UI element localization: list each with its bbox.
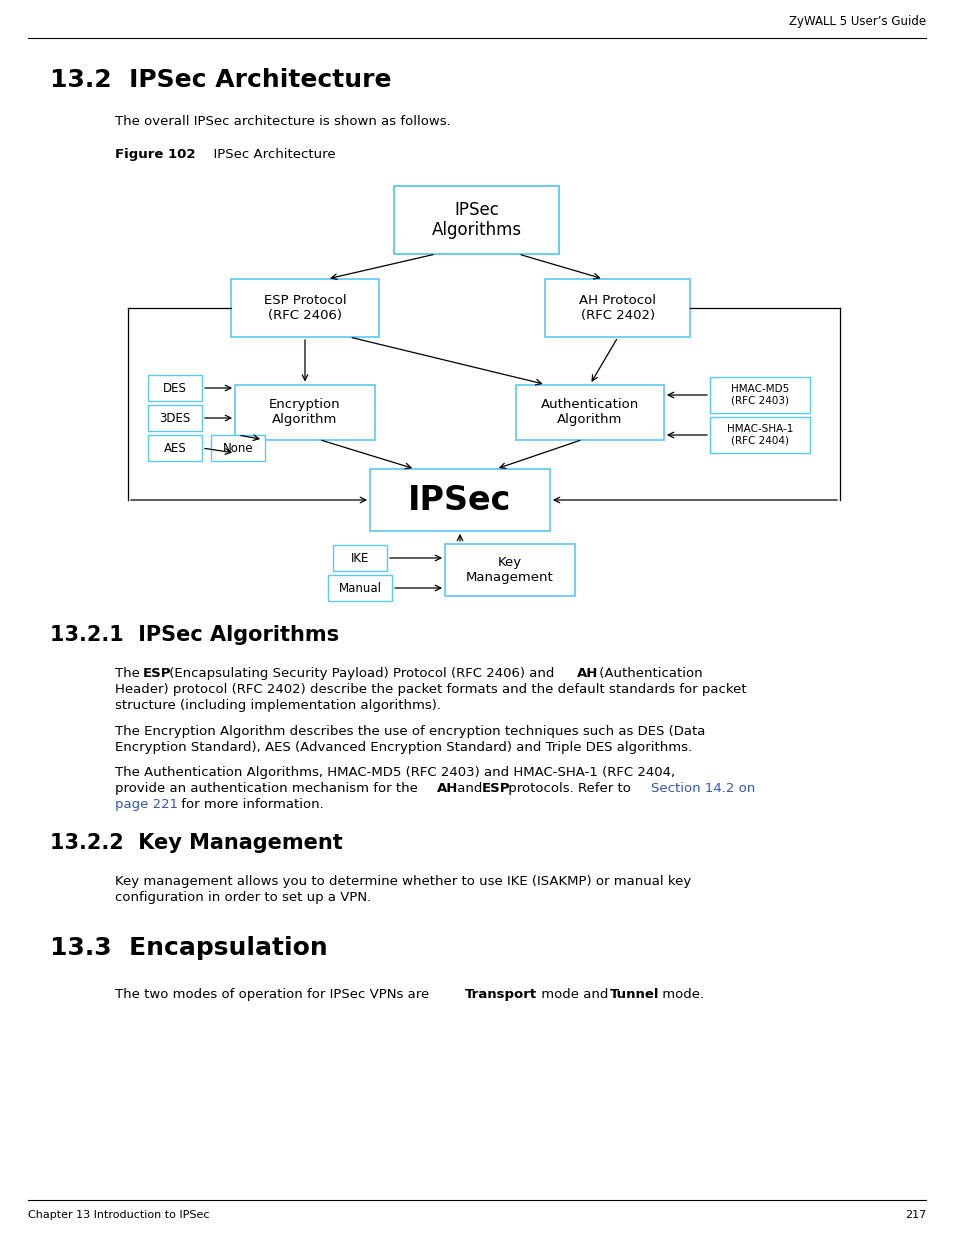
Text: IPSec: IPSec (408, 483, 511, 516)
FancyBboxPatch shape (516, 384, 663, 440)
Text: 13.3  Encapsulation: 13.3 Encapsulation (50, 936, 328, 960)
Text: HMAC-SHA-1
(RFC 2404): HMAC-SHA-1 (RFC 2404) (726, 424, 792, 446)
Text: The Authentication Algorithms, HMAC-MD5 (RFC 2403) and HMAC-SHA-1 (RFC 2404,: The Authentication Algorithms, HMAC-MD5 … (115, 766, 675, 779)
FancyBboxPatch shape (148, 405, 202, 431)
Text: Figure 102: Figure 102 (115, 148, 195, 161)
Text: Chapter 13 Introduction to IPSec: Chapter 13 Introduction to IPSec (28, 1210, 210, 1220)
Text: page 221: page 221 (115, 798, 178, 811)
FancyBboxPatch shape (395, 186, 558, 254)
Text: structure (including implementation algorithms).: structure (including implementation algo… (115, 699, 440, 713)
Text: Encryption
Algorithm: Encryption Algorithm (269, 398, 340, 426)
FancyBboxPatch shape (370, 469, 550, 531)
FancyBboxPatch shape (709, 417, 809, 453)
Text: 3DES: 3DES (159, 411, 191, 425)
Text: mode.: mode. (658, 988, 703, 1002)
Text: 13.2.2  Key Management: 13.2.2 Key Management (50, 834, 342, 853)
FancyBboxPatch shape (234, 384, 375, 440)
Text: Manual: Manual (338, 582, 381, 594)
Text: ESP: ESP (481, 782, 510, 795)
Text: The overall IPSec architecture is shown as follows.: The overall IPSec architecture is shown … (115, 115, 450, 128)
Text: AES: AES (164, 441, 186, 454)
Text: and: and (453, 782, 486, 795)
Text: Key management allows you to determine whether to use IKE (ISAKMP) or manual key: Key management allows you to determine w… (115, 876, 691, 888)
Text: 13.2.1  IPSec Algorithms: 13.2.1 IPSec Algorithms (50, 625, 338, 645)
Text: (Authentication: (Authentication (595, 667, 702, 680)
Text: ZyWALL 5 User’s Guide: ZyWALL 5 User’s Guide (788, 15, 925, 28)
FancyBboxPatch shape (333, 545, 387, 571)
Text: provide an authentication mechanism for the: provide an authentication mechanism for … (115, 782, 421, 795)
Text: for more information.: for more information. (177, 798, 323, 811)
Text: Tunnel: Tunnel (609, 988, 659, 1002)
Text: protocols. Refer to: protocols. Refer to (503, 782, 635, 795)
Text: Authentication
Algorithm: Authentication Algorithm (540, 398, 639, 426)
Text: Encryption Standard), AES (Advanced Encryption Standard) and Triple DES algorith: Encryption Standard), AES (Advanced Encr… (115, 741, 691, 753)
Text: (Encapsulating Security Payload) Protocol (RFC 2406) and: (Encapsulating Security Payload) Protoco… (165, 667, 558, 680)
FancyBboxPatch shape (231, 279, 378, 337)
Text: The two modes of operation for IPSec VPNs are: The two modes of operation for IPSec VPN… (115, 988, 433, 1002)
Text: mode and: mode and (537, 988, 612, 1002)
Text: Header) protocol (RFC 2402) describe the packet formats and the default standard: Header) protocol (RFC 2402) describe the… (115, 683, 746, 697)
FancyBboxPatch shape (328, 576, 392, 601)
Text: IPSec Architecture: IPSec Architecture (205, 148, 335, 161)
Text: DES: DES (163, 382, 187, 394)
FancyBboxPatch shape (148, 435, 202, 461)
Text: IPSec
Algorithms: IPSec Algorithms (432, 200, 521, 240)
Text: The: The (115, 667, 144, 680)
Text: 13.2  IPSec Architecture: 13.2 IPSec Architecture (50, 68, 391, 91)
FancyBboxPatch shape (148, 375, 202, 401)
Text: AH Protocol
(RFC 2402): AH Protocol (RFC 2402) (578, 294, 656, 322)
FancyBboxPatch shape (444, 543, 575, 597)
Text: Key
Management: Key Management (466, 556, 554, 584)
Text: Section 14.2 on: Section 14.2 on (650, 782, 755, 795)
Text: 217: 217 (903, 1210, 925, 1220)
Text: IKE: IKE (351, 552, 369, 564)
Text: configuration in order to set up a VPN.: configuration in order to set up a VPN. (115, 892, 371, 904)
Text: Transport: Transport (464, 988, 537, 1002)
FancyBboxPatch shape (709, 377, 809, 412)
Text: ESP Protocol
(RFC 2406): ESP Protocol (RFC 2406) (263, 294, 346, 322)
Text: HMAC-MD5
(RFC 2403): HMAC-MD5 (RFC 2403) (730, 384, 788, 406)
Text: AH: AH (436, 782, 457, 795)
FancyBboxPatch shape (211, 435, 265, 461)
Text: AH: AH (577, 667, 598, 680)
Text: The Encryption Algorithm describes the use of encryption techniques such as DES : The Encryption Algorithm describes the u… (115, 725, 704, 737)
FancyBboxPatch shape (545, 279, 690, 337)
Text: ESP: ESP (143, 667, 172, 680)
Text: None: None (222, 441, 253, 454)
